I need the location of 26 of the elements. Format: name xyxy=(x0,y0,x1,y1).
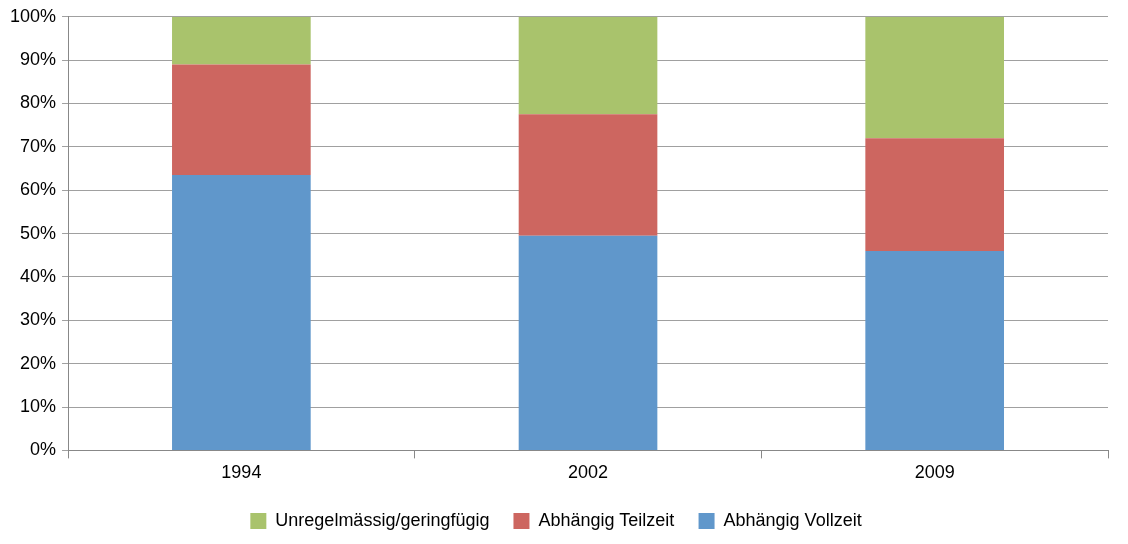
x-tick-label: 1994 xyxy=(221,462,262,483)
bar xyxy=(865,16,1004,139)
x-tick-label: 2002 xyxy=(568,462,609,483)
bar xyxy=(172,16,311,65)
y-tick-label: 30% xyxy=(20,309,57,330)
bar xyxy=(172,175,311,450)
bar xyxy=(518,114,658,236)
bar xyxy=(518,16,658,115)
y-tick-label: 50% xyxy=(20,222,57,243)
y-tick-label: 70% xyxy=(20,135,57,156)
y-tick-label: 60% xyxy=(20,179,57,200)
bar xyxy=(518,235,658,450)
y-tick-label: 80% xyxy=(20,92,57,113)
legend-label: Unregelmässig/geringfügig xyxy=(275,509,490,530)
y-tick-label: 10% xyxy=(20,396,57,417)
y-tick-label: 100% xyxy=(9,5,57,26)
y-tick-label: 20% xyxy=(20,352,57,373)
y-tick-label: 0% xyxy=(30,439,57,460)
bar xyxy=(172,64,311,176)
bar xyxy=(865,250,1004,450)
y-tick-label: 40% xyxy=(20,265,57,286)
legend-label: Abhängig Teilzeit xyxy=(538,509,675,530)
legend-label: Abhängig Vollzeit xyxy=(723,509,862,530)
x-tick-label: 2009 xyxy=(914,462,955,483)
y-tick-label: 90% xyxy=(20,49,57,70)
bar xyxy=(865,138,1004,251)
